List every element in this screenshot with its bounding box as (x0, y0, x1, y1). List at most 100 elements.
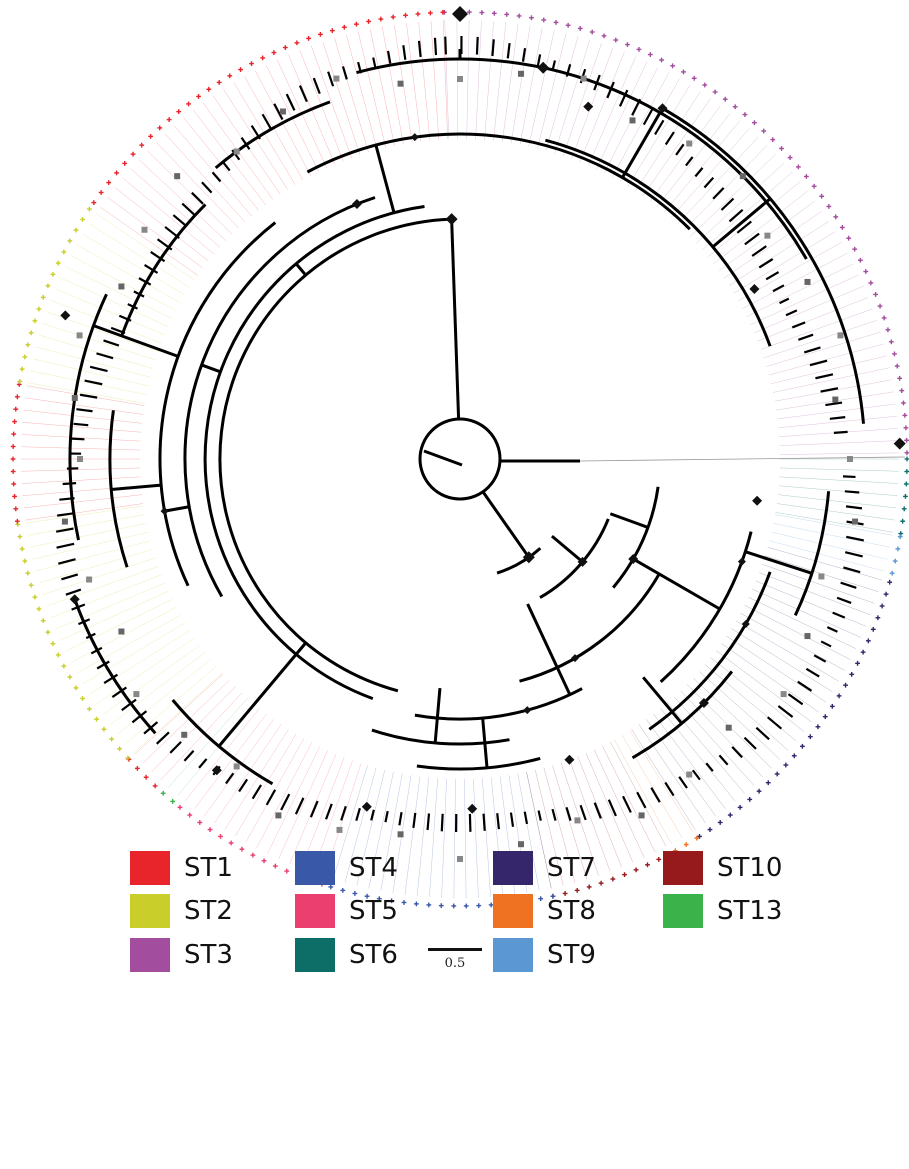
internal-branch-arc (214, 100, 331, 170)
terminal-branch (840, 581, 857, 589)
plus-marker-icon (870, 626, 876, 632)
tip-leader (147, 150, 233, 235)
tip-leader (528, 30, 555, 147)
terminal-branch (758, 258, 774, 269)
tip-leader (766, 331, 881, 367)
terminal-branch (412, 812, 417, 829)
internal-branch-arc (648, 571, 772, 731)
plus-marker-icon (892, 558, 898, 564)
tip-leader (775, 512, 893, 533)
plus-marker-icon (702, 82, 708, 88)
radial-branch (374, 144, 396, 214)
tip-leader (473, 778, 479, 898)
bootstrap-node-marker (686, 140, 693, 147)
terminal-branch (110, 326, 126, 335)
terminal-branch (211, 171, 222, 183)
bootstrap-node-marker (832, 396, 839, 403)
terminal-branch (622, 795, 632, 813)
radial-branch (294, 262, 307, 277)
tip-leader (728, 220, 830, 286)
terminal-branch (240, 136, 251, 150)
tip-leader (716, 650, 812, 723)
terminal-branch (58, 558, 76, 565)
tip-leader (502, 23, 519, 142)
internal-branch-arc (539, 518, 610, 599)
tip-leader (27, 382, 145, 404)
tip-leader (757, 297, 869, 342)
terminal-branch (736, 220, 752, 234)
terminal-branch (370, 809, 375, 821)
plus-marker-icon (904, 437, 909, 443)
plus-marker-icon (376, 896, 382, 902)
tip-leader (82, 233, 186, 296)
plus-marker-icon (712, 89, 718, 95)
tip-leader (35, 540, 151, 572)
plus-marker-icon (36, 306, 42, 312)
plus-marker-icon (261, 858, 267, 864)
tip-leader (699, 671, 789, 751)
plus-marker-icon (779, 146, 784, 151)
terminal-branch (325, 803, 333, 820)
terminal-branch (444, 36, 447, 55)
radial-branch (201, 363, 221, 374)
plus-marker-icon (271, 50, 277, 55)
tip-leader (490, 777, 504, 896)
plus-marker-icon (800, 743, 805, 749)
plus-marker-icon (14, 518, 20, 524)
plus-marker-icon (636, 46, 642, 52)
radial-branch (481, 490, 531, 559)
terminal-branch (59, 497, 75, 501)
terminal-branch (728, 208, 744, 223)
terminal-branch (744, 232, 760, 246)
tip-leader (174, 125, 252, 217)
plus-marker-icon (415, 11, 421, 17)
bootstrap-node-marker (181, 731, 188, 738)
terminal-branch (426, 813, 431, 831)
tip-leader (151, 686, 236, 772)
tip-leader (493, 22, 507, 141)
terminal-branch (55, 527, 74, 533)
plus-marker-icon (13, 406, 19, 412)
plus-marker-icon (529, 15, 534, 21)
tip-leader (742, 252, 848, 309)
tip-leader (721, 643, 819, 713)
tip-leader (667, 702, 745, 794)
tip-leader (769, 540, 885, 572)
plus-marker-icon (197, 820, 203, 825)
tip-leader (773, 523, 891, 548)
plus-marker-icon (903, 494, 908, 499)
plus-marker-icon (413, 901, 419, 907)
terminal-branch (820, 387, 839, 393)
plus-marker-icon (87, 206, 92, 212)
plus-marker-icon (239, 846, 245, 852)
tip-leader (704, 664, 797, 742)
radial-branch (526, 603, 572, 696)
tip-leader (602, 745, 656, 853)
terminal-branch (386, 50, 392, 64)
plus-marker-icon (14, 394, 20, 400)
plus-marker-icon (12, 494, 17, 499)
tip-leader (779, 467, 899, 472)
plus-marker-icon (622, 872, 627, 878)
radial-branch (433, 687, 442, 744)
plus-marker-icon (722, 96, 728, 102)
tip-leader (224, 729, 289, 830)
diamond-node-icon (737, 557, 746, 566)
tip-leader (777, 494, 897, 509)
terminal-branch (791, 321, 806, 329)
tip-leader (735, 620, 839, 682)
tip-leader (25, 503, 144, 521)
tip-leader (301, 757, 345, 869)
plus-marker-icon (91, 200, 97, 206)
tip-leader (696, 162, 785, 244)
tip-leader (21, 446, 141, 451)
tip-leader (416, 777, 430, 896)
terminal-branch (169, 741, 182, 754)
terminal-branch (551, 808, 557, 821)
tip-leader (100, 206, 199, 276)
tip-leader (464, 778, 467, 898)
tip-leader (707, 181, 801, 257)
tip-leader (55, 288, 166, 336)
plus-marker-icon (152, 783, 158, 789)
terminal-branch (340, 805, 347, 821)
